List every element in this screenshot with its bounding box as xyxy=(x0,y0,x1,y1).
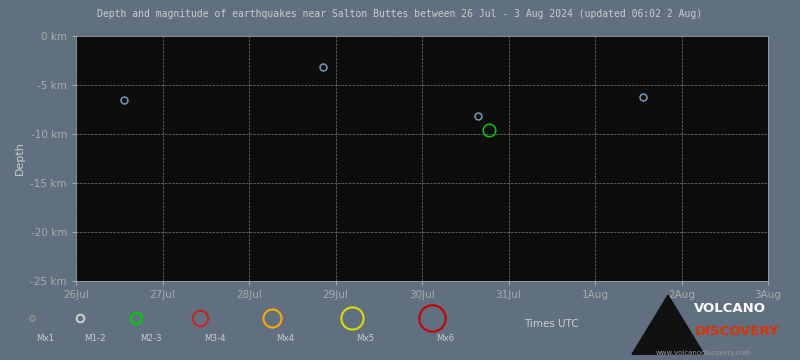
Polygon shape xyxy=(632,295,704,354)
Text: M2-3: M2-3 xyxy=(140,334,162,343)
Text: Mx5: Mx5 xyxy=(356,334,374,343)
Text: Mx4: Mx4 xyxy=(276,334,294,343)
Text: M3-4: M3-4 xyxy=(204,334,226,343)
Y-axis label: Depth: Depth xyxy=(15,141,25,175)
Text: DISCOVERY: DISCOVERY xyxy=(694,325,779,338)
Text: Depth and magnitude of earthquakes near Salton Buttes between 26 Jul - 3 Aug 202: Depth and magnitude of earthquakes near … xyxy=(98,9,702,19)
Text: M1-2: M1-2 xyxy=(84,334,106,343)
Text: VOLCANO: VOLCANO xyxy=(694,302,766,315)
Text: Times UTC: Times UTC xyxy=(524,319,578,329)
Text: www.volcanodiscovery.com: www.volcanodiscovery.com xyxy=(656,350,752,356)
Text: Mx1: Mx1 xyxy=(36,334,54,343)
Text: Mx6: Mx6 xyxy=(436,334,454,343)
